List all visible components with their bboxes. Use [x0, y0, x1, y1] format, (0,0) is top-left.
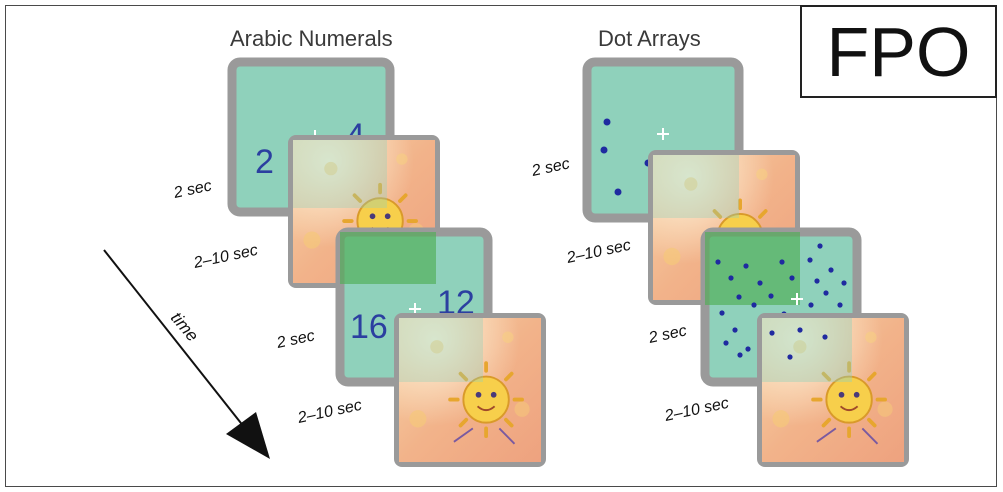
label-left-2-10sec-1: 2–10 sec [191, 242, 259, 272]
label-right-2-10sec-1: 2–10 sec [564, 237, 632, 267]
label-left-2sec-2: 2 sec [274, 327, 316, 352]
label-right-2sec-1: 2 sec [529, 155, 571, 180]
label-left-2sec-1: 2 sec [171, 177, 213, 202]
label-right-2sec-2: 2 sec [646, 322, 688, 347]
numeral-left-1: 2 [255, 143, 274, 181]
distractor-screen-2 [394, 313, 546, 467]
label-left-2-10sec-2: 2–10 sec [295, 397, 363, 427]
label-right-2-10sec-2: 2–10 sec [662, 395, 730, 425]
arrow-down-right-icon [104, 250, 270, 459]
distractor-screen-4 [757, 313, 909, 467]
numeral-left-2: 16 [350, 308, 388, 346]
time-label: time [167, 308, 202, 345]
